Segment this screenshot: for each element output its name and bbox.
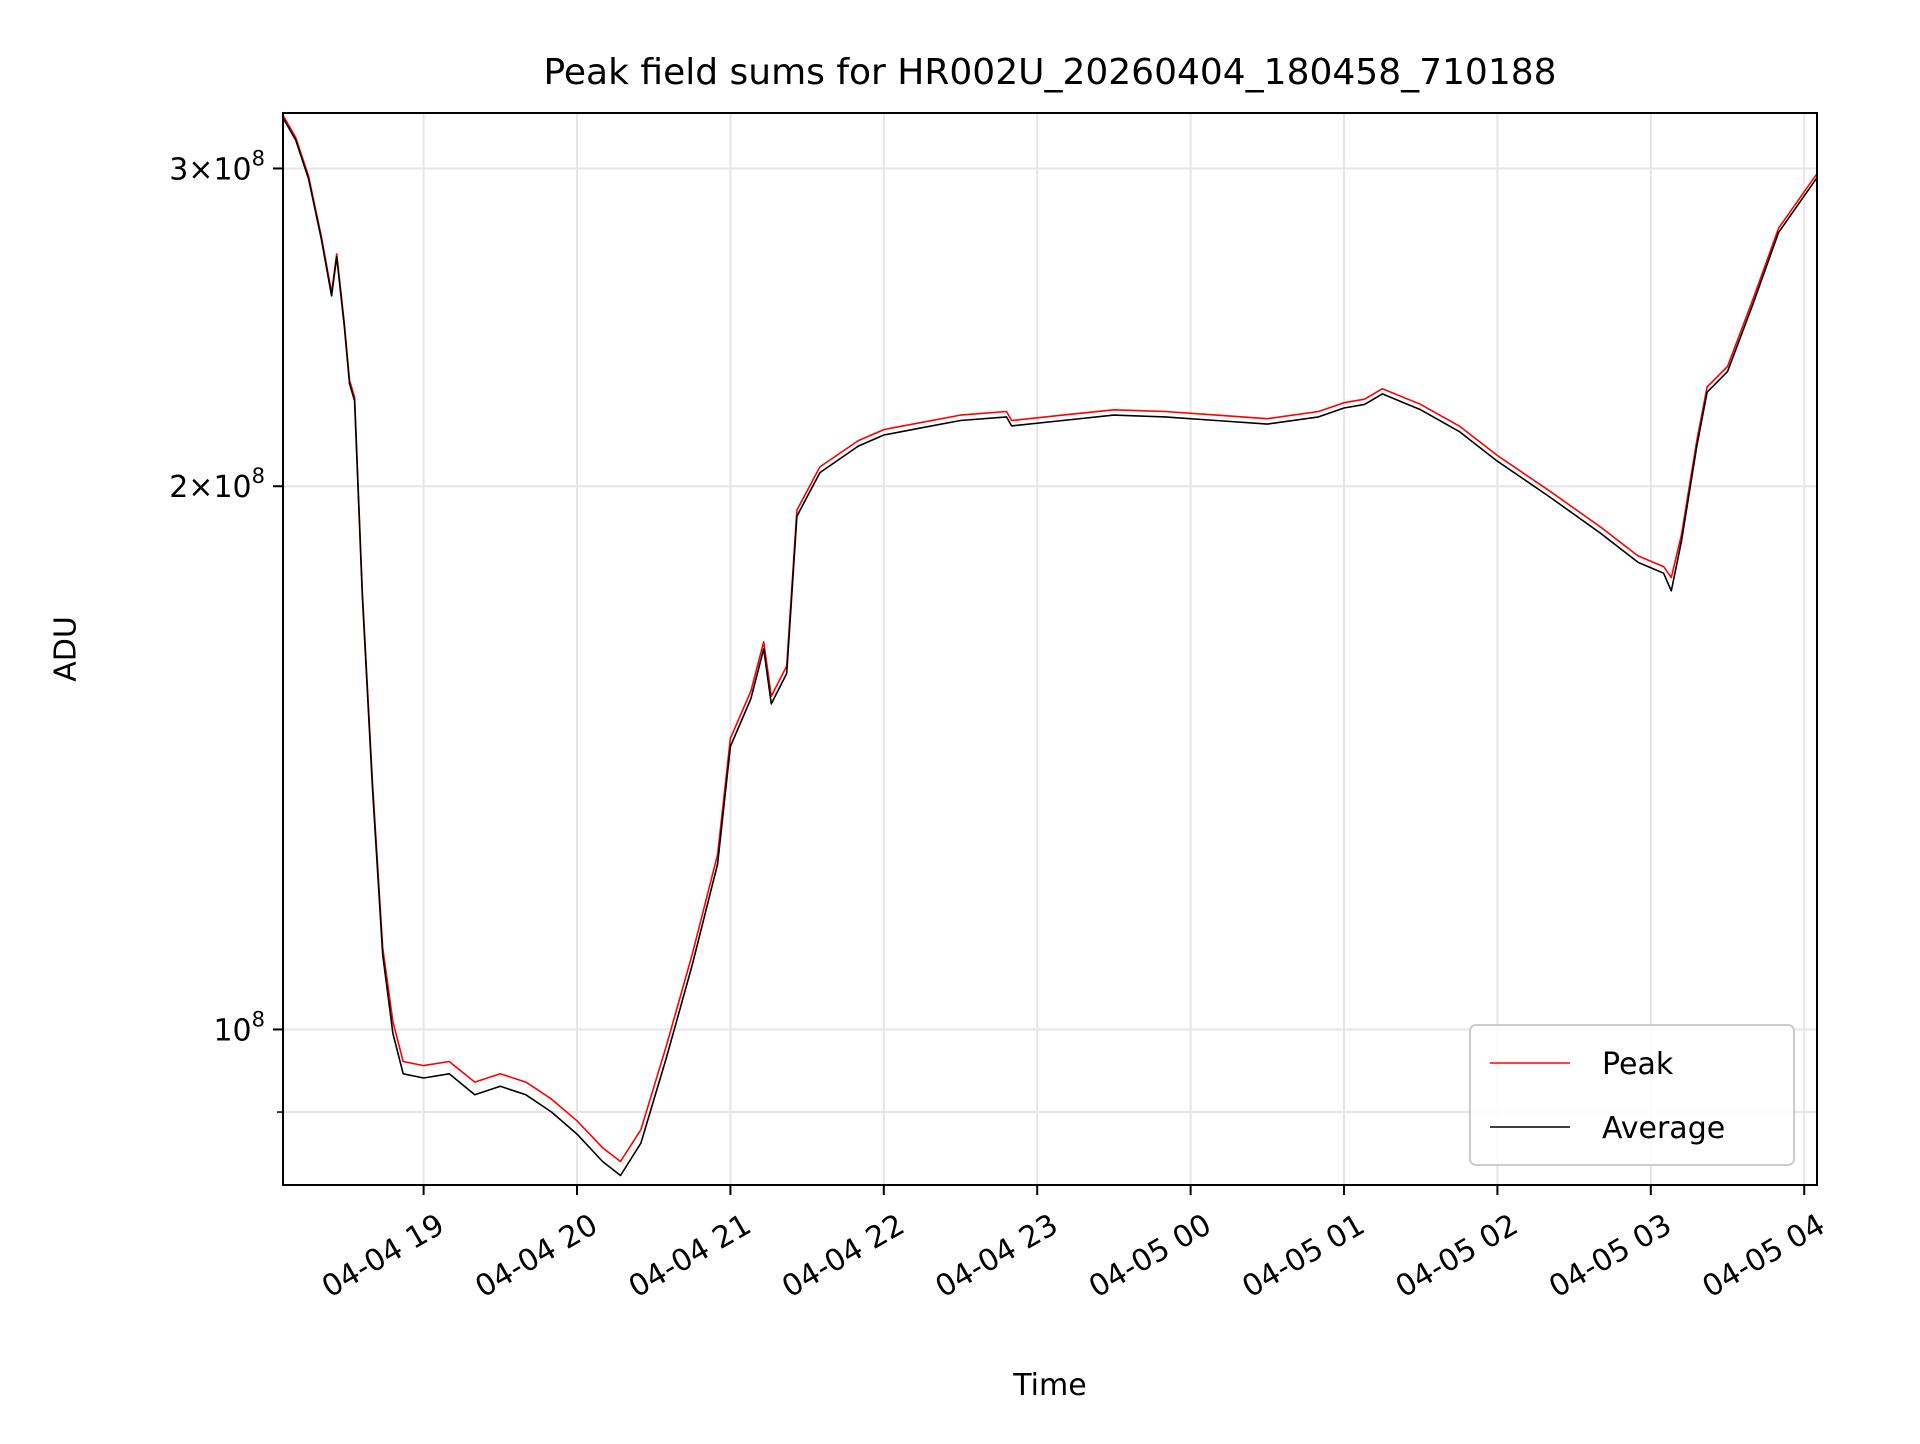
legend-box (1469, 1024, 1795, 1166)
legend-label: Average (1602, 1111, 1725, 1146)
y-tick-label: 3×108 (169, 146, 265, 187)
plot-lines (282, 115, 1818, 1177)
axes-frame (282, 112, 1818, 1186)
chart-title: Peak field sums for HR002U_20260404_1804… (543, 52, 1556, 93)
legend-label: Peak (1602, 1047, 1674, 1082)
x-axis-label: Time (1012, 1368, 1086, 1403)
y-tick-label: 2×108 (169, 464, 265, 505)
y-axis-label: ADU (49, 616, 84, 682)
legend: Peak Average (1469, 1024, 1795, 1166)
series-line-average (282, 117, 1818, 1177)
y-tick-label: 108 (213, 1007, 265, 1048)
